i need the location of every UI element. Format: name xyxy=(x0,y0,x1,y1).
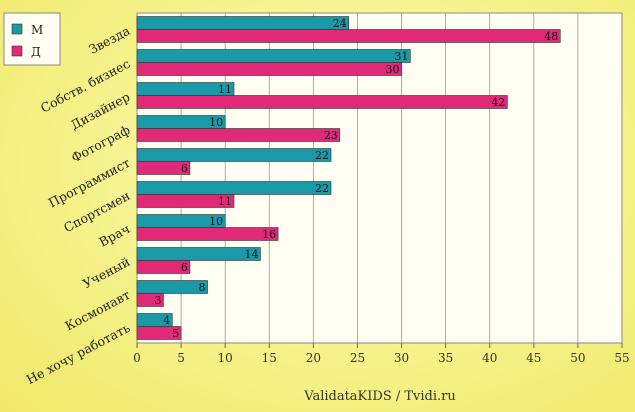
legend-swatch xyxy=(11,45,23,57)
bar-value-label: 23 xyxy=(324,129,338,142)
legend-swatch xyxy=(11,23,23,35)
category-label: Звезда xyxy=(86,23,133,57)
x-tick-label: 45 xyxy=(526,351,541,365)
bar-value-label: 48 xyxy=(544,30,558,43)
bar-d xyxy=(136,293,164,307)
legend-box xyxy=(3,12,61,66)
bar-value-label: 10 xyxy=(209,116,223,129)
bar-value-label: 8 xyxy=(199,281,206,294)
category-label: Ученый xyxy=(80,254,132,291)
bar-m xyxy=(136,49,411,63)
category-label: Врач xyxy=(96,221,132,250)
legend-label: Д xyxy=(31,45,41,59)
bar-d xyxy=(136,62,402,76)
legend: МД xyxy=(3,12,61,66)
bar-value-label: 6 xyxy=(181,261,188,274)
bar-value-label: 42 xyxy=(491,96,505,109)
bar-value-label: 11 xyxy=(218,195,232,208)
x-tick-label: 40 xyxy=(482,351,497,365)
bar-d xyxy=(136,161,191,175)
legend-label: М xyxy=(31,23,43,37)
bar-d xyxy=(136,29,561,43)
category-label: Не хочу работать xyxy=(24,320,133,387)
bar-m xyxy=(136,148,332,162)
bars xyxy=(136,16,561,340)
bar-value-label: 4 xyxy=(163,314,170,327)
bar-value-label: 16 xyxy=(262,228,276,241)
x-tick-label: 10 xyxy=(218,351,233,365)
bar-value-label: 14 xyxy=(244,248,258,261)
bar-value-label: 6 xyxy=(181,162,188,175)
bar-d xyxy=(136,194,235,208)
bar-value-label: 11 xyxy=(218,83,232,96)
bar-d xyxy=(136,260,191,274)
bar-value-label: 5 xyxy=(172,327,179,340)
bar-value-label: 30 xyxy=(386,63,400,76)
x-tick-label: 30 xyxy=(394,351,409,365)
bar-value-label: 31 xyxy=(394,50,408,63)
footer-source: ValidataKIDS / Tvidi.ru xyxy=(303,389,456,404)
bar-value-label: 3 xyxy=(154,294,161,307)
bar-d xyxy=(136,128,341,142)
bar-d xyxy=(136,326,182,340)
bar-value-label: 22 xyxy=(315,149,329,162)
bar-d xyxy=(136,95,508,109)
x-tick-label: 15 xyxy=(262,351,277,365)
x-tick-label: 20 xyxy=(306,351,321,365)
bar-m xyxy=(136,280,208,294)
bar-d xyxy=(136,227,279,241)
x-tick-label: 50 xyxy=(570,351,585,365)
x-axis-ticks: 0 5 10 15 20 25 30 35 40 45 50 55 xyxy=(133,343,630,365)
bar-m xyxy=(136,16,349,30)
x-tick-label: 25 xyxy=(350,351,365,365)
x-tick-label: 55 xyxy=(614,351,629,365)
x-tick-label: 35 xyxy=(438,351,453,365)
bar-value-label: 24 xyxy=(333,17,347,30)
x-tick-label: 0 xyxy=(133,351,141,365)
bar-m xyxy=(136,181,332,195)
bar-value-label: 22 xyxy=(315,182,329,195)
bar-m xyxy=(136,247,261,261)
bar-value-label: 10 xyxy=(209,215,223,228)
x-tick-label: 5 xyxy=(177,351,185,365)
